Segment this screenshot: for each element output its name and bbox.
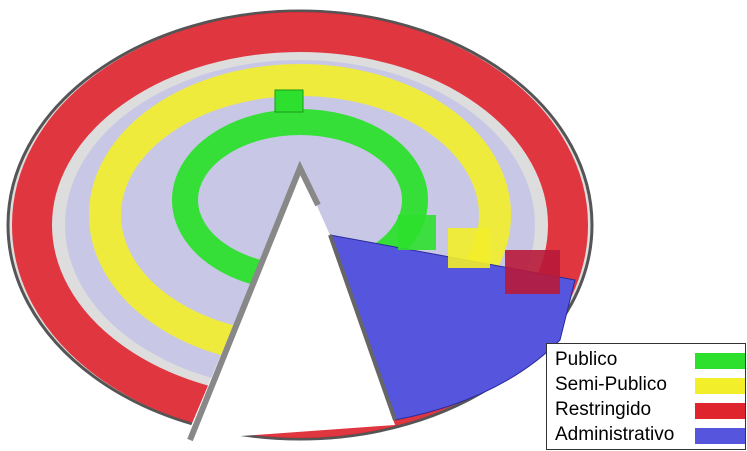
legend-label: Publico [555, 349, 617, 370]
public-block [398, 215, 436, 250]
semi-public-block [448, 228, 490, 268]
legend-swatch [695, 428, 745, 444]
legend-label: Semi-Publico [555, 374, 667, 395]
public-tower [275, 90, 303, 112]
legend-item: Publico [555, 348, 745, 372]
legend-item: Restringido [555, 398, 745, 422]
legend-swatch [695, 378, 745, 394]
legend-label: Administrativo [555, 424, 674, 445]
legend-item: Administrativo [555, 423, 745, 447]
legend-swatch [695, 353, 745, 369]
restricted-block [505, 250, 560, 294]
legend-item: Semi-Publico [555, 373, 745, 397]
diagram: Publico Semi-Publico Restringido Administra… [0, 0, 747, 451]
legend: Publico Semi-Publico Restringido Administra… [546, 343, 746, 450]
legend-swatch [695, 403, 745, 419]
legend-label: Restringido [555, 399, 651, 420]
